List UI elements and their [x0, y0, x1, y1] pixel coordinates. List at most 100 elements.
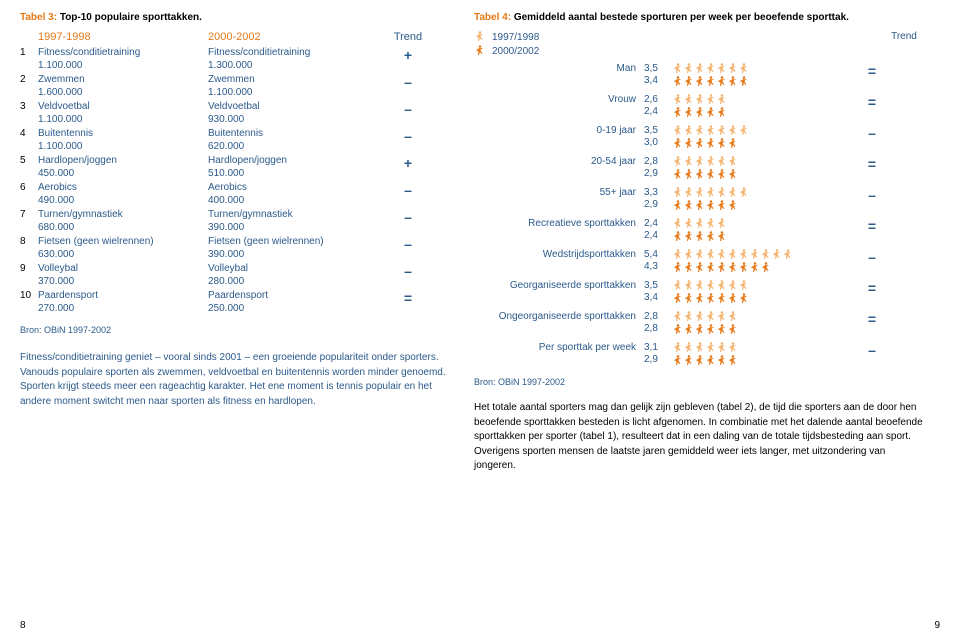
table4-source: Bron: OBiN 1997-2002: [474, 377, 924, 387]
table3-source: Bron: OBiN 1997-2002: [20, 325, 450, 335]
trend-symbol: =: [852, 218, 892, 234]
row-values: 3,53,0: [644, 125, 672, 148]
row-values: 2,82,8: [644, 311, 672, 334]
picto-line: [672, 311, 852, 323]
rank: 2: [20, 74, 38, 87]
table-row: 20-54 jaar2,82,9 =: [474, 156, 924, 181]
cell-2000: Buitentennis620.000: [208, 128, 378, 153]
cell-2000: Fietsen (geen wielrennen)390.000: [208, 236, 378, 261]
picto-line: [672, 280, 852, 292]
table4-title: Tabel 4: Gemiddeld aantal bestede sportu…: [474, 12, 924, 23]
picto-line: [672, 231, 852, 243]
header-1997: 1997-1998: [38, 31, 208, 43]
header-2000: 2000-2002: [208, 31, 378, 43]
row-label: Ongeorganiseerde sporttakken: [474, 311, 644, 322]
picto-line: [672, 76, 852, 88]
runner-icon: [474, 31, 484, 43]
rank: 5: [20, 155, 38, 168]
page-footer: 8 9: [20, 620, 940, 631]
row-label: Recreatieve sporttakken: [474, 218, 644, 229]
cell-1997: Buitentennis1.100.000: [38, 128, 208, 153]
table-row: 7Turnen/gymnastiek680.000Turnen/gymnasti…: [20, 209, 450, 234]
row-pictogram: [672, 63, 852, 88]
table-row: 6Aerobics490.000Aerobics400.000–: [20, 182, 450, 207]
trend-symbol: –: [378, 128, 438, 146]
table4-title-prefix: Tabel 4:: [474, 12, 511, 23]
row-values: 2,62,4: [644, 94, 672, 117]
rank: 9: [20, 263, 38, 276]
legend-2000: 2000/2002: [474, 45, 664, 57]
cell-1997: Hardlopen/joggen450.000: [38, 155, 208, 180]
cell-1997: Fitness/conditietraining1.100.000: [38, 47, 208, 72]
row-values: 3,53,4: [644, 280, 672, 303]
table-row: Per sporttak per week3,12,9–: [474, 342, 924, 367]
table3-title-prefix: Tabel 3:: [20, 12, 57, 23]
table-row: 9Volleybal370.000Volleybal280.000–: [20, 263, 450, 288]
table-row: Man3,53,4=: [474, 63, 924, 88]
row-values: 2,42,4: [644, 218, 672, 241]
cell-1997: Fietsen (geen wielrennen)630.000: [38, 236, 208, 261]
cell-1997: Veldvoetbal1.100.000: [38, 101, 208, 126]
table4-body: Man3,53,4=Vrouw2,62,4=0-19 jaar3,53,0–20…: [474, 63, 924, 367]
row-pictogram: [672, 249, 852, 274]
trend-symbol: –: [378, 182, 438, 200]
table4-title-rest: Gemiddeld aantal bestede sporturen per w…: [511, 12, 849, 23]
cell-2000: Veldvoetbal930.000: [208, 101, 378, 126]
trend-symbol: –: [378, 209, 438, 227]
row-pictogram: [672, 218, 852, 243]
trend-symbol: =: [378, 290, 438, 308]
trend-symbol: –: [852, 249, 892, 265]
table-row: 10Paardensport270.000Paardensport250.000…: [20, 290, 450, 315]
trend-symbol: =: [852, 63, 892, 79]
cell-1997: Volleybal370.000: [38, 263, 208, 288]
row-pictogram: [672, 156, 852, 181]
page-num-right: 9: [934, 620, 940, 631]
cell-1997: Turnen/gymnastiek680.000: [38, 209, 208, 234]
table-row: Georganiseerde sporttakken3,53,4=: [474, 280, 924, 305]
row-pictogram: [672, 280, 852, 305]
rank: 8: [20, 236, 38, 249]
cell-1997: Aerobics490.000: [38, 182, 208, 207]
row-values: 3,32,9: [644, 187, 672, 210]
cell-2000: Paardensport250.000: [208, 290, 378, 315]
rank: 1: [20, 47, 38, 60]
picto-line: [672, 200, 852, 212]
trend-symbol: =: [852, 156, 892, 172]
row-values: 5,44,3: [644, 249, 672, 272]
trend-symbol: =: [852, 94, 892, 110]
table-row: 55+ jaar3,32,9–: [474, 187, 924, 212]
picto-line: [672, 293, 852, 305]
cell-1997: Paardensport270.000: [38, 290, 208, 315]
rank: 4: [20, 128, 38, 141]
picto-line: [672, 187, 852, 199]
trend-symbol: +: [378, 155, 438, 173]
rank: 6: [20, 182, 38, 195]
table-row: Wedstrijdsporttakken5,44,3 –: [474, 249, 924, 274]
legend-1997-text: 1997/1998: [492, 32, 539, 43]
row-values: 3,12,9: [644, 342, 672, 365]
cell-2000: Aerobics400.000: [208, 182, 378, 207]
table4-section: Tabel 4: Gemiddeld aantal bestede sportu…: [474, 12, 924, 474]
row-values: 2,82,9: [644, 156, 672, 179]
picto-line: [672, 125, 852, 137]
row-label: 0-19 jaar: [474, 125, 644, 136]
picto-line: [672, 355, 852, 367]
table3-body: 1Fitness/conditietraining1.100.000Fitnes…: [20, 47, 450, 315]
trend-symbol: –: [378, 236, 438, 254]
picto-line: [672, 138, 852, 150]
runner-icon: [474, 45, 484, 57]
picto-line: [672, 156, 852, 168]
picto-line: [672, 249, 852, 261]
trend-symbol: =: [852, 311, 892, 327]
table-row: 8Fietsen (geen wielrennen)630.000Fietsen…: [20, 236, 450, 261]
table-row: Recreatieve sporttakken2,42,4 =: [474, 218, 924, 243]
picto-line: [672, 218, 852, 230]
trend-symbol: –: [378, 263, 438, 281]
row-label: Per sporttak per week: [474, 342, 644, 353]
row-label: Wedstrijdsporttakken: [474, 249, 644, 260]
table3-section: Tabel 3: Top-10 populaire sporttakken. 1…: [20, 12, 450, 474]
table-row: 5Hardlopen/joggen450.000Hardlopen/joggen…: [20, 155, 450, 180]
picto-line: [672, 169, 852, 181]
trend-symbol: –: [852, 125, 892, 141]
row-label: 20-54 jaar: [474, 156, 644, 167]
